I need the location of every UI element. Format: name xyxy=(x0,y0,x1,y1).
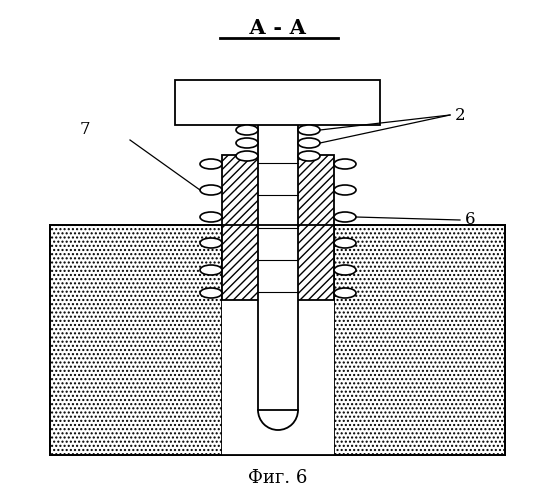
Text: Фиг. 6: Фиг. 6 xyxy=(248,469,307,487)
Ellipse shape xyxy=(200,288,222,298)
Ellipse shape xyxy=(200,159,222,169)
Ellipse shape xyxy=(298,138,320,148)
Text: А - А: А - А xyxy=(250,18,307,38)
Ellipse shape xyxy=(236,151,258,161)
Ellipse shape xyxy=(334,265,356,275)
Ellipse shape xyxy=(298,151,320,161)
Bar xyxy=(50,225,222,455)
Bar xyxy=(50,225,505,455)
Ellipse shape xyxy=(236,125,258,135)
Bar xyxy=(334,225,505,455)
Ellipse shape xyxy=(334,212,356,222)
Ellipse shape xyxy=(334,288,356,298)
Ellipse shape xyxy=(236,138,258,148)
Text: 7: 7 xyxy=(80,122,91,138)
Ellipse shape xyxy=(200,238,222,248)
Text: 6: 6 xyxy=(465,212,476,228)
Bar xyxy=(260,225,296,455)
Bar xyxy=(222,300,260,455)
Ellipse shape xyxy=(200,185,222,195)
Ellipse shape xyxy=(334,185,356,195)
Text: 2: 2 xyxy=(455,106,466,124)
Bar xyxy=(258,125,298,410)
Ellipse shape xyxy=(200,265,222,275)
Bar xyxy=(50,225,222,455)
Bar xyxy=(334,225,505,455)
Bar xyxy=(260,225,296,455)
Ellipse shape xyxy=(334,159,356,169)
Bar xyxy=(222,155,260,300)
Wedge shape xyxy=(258,410,298,430)
Bar xyxy=(296,300,334,455)
Bar xyxy=(175,80,380,125)
Bar xyxy=(258,225,298,455)
Ellipse shape xyxy=(334,238,356,248)
Ellipse shape xyxy=(200,212,222,222)
Bar xyxy=(296,155,334,300)
Ellipse shape xyxy=(298,125,320,135)
